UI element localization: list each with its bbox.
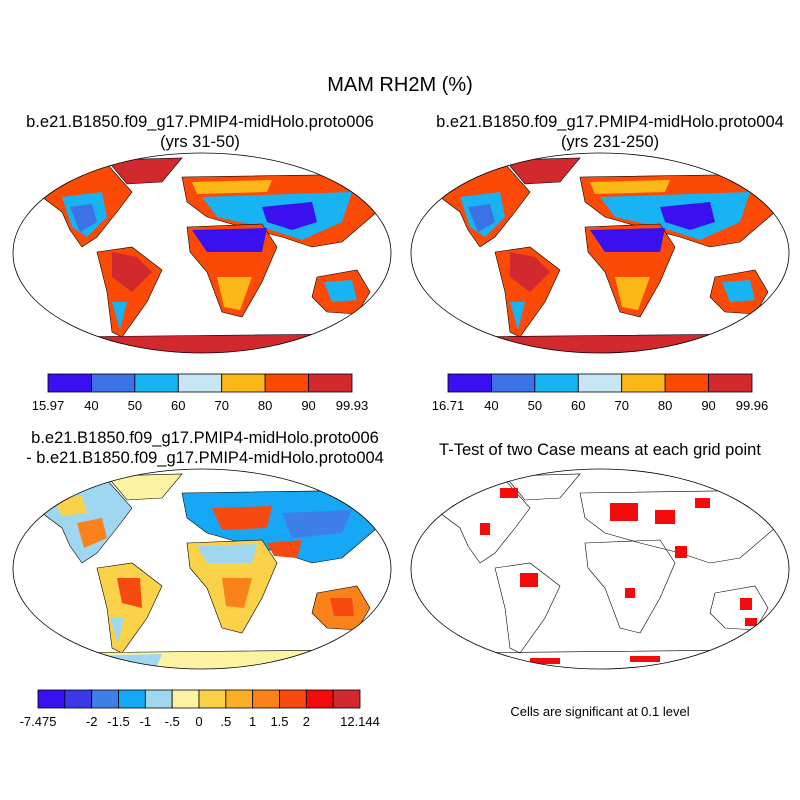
panel2-title: b.e21.B1850.f09_g17.PMIP4-midHolo.proto0… [400,112,800,152]
colorbar-tick-label: 99.96 [736,398,769,413]
panel2-title-line2: (yrs 231-250) [560,133,660,151]
colorbar-tick-label: 40 [84,398,98,413]
panel3-title-line1: b.e21.B1850.f09_g17.PMIP4-midHolo.proto0… [31,429,379,447]
colorbar-tick-label: -2 [86,714,98,729]
panel1-title-line2: (yrs 31-50) [160,133,240,151]
colorbar-swatch [279,689,307,709]
colorbar-swatch [447,373,492,393]
panel1-colorbar: 15.97 40 50 60 70 80 90 99.93 [32,373,369,413]
colorbar-swatch [534,373,579,393]
colorbar-tick-label: -.5 [165,714,180,729]
panel4-title: T-Test of two Case means at each grid po… [439,441,761,459]
colorbar-swatch [177,373,223,393]
panel1-humidity-map [12,152,392,354]
colorbar-swatch [491,373,536,393]
colorbar-swatch [708,373,753,393]
colorbar-tick-label: 12.144 [340,714,380,729]
colorbar-swatch [252,689,280,709]
colorbar-tick-label: .5 [220,714,231,729]
colorbar-tick-label: -7.475 [20,714,57,729]
colorbar-swatch [171,689,200,709]
colorbar-swatch [621,373,666,393]
colorbar-tick-label: 60 [571,398,585,413]
panel2-humidity-map [410,152,790,354]
colorbar-tick-label: 99.93 [336,398,369,413]
colorbar-tick-label: 1.5 [270,714,288,729]
colorbar-tick-label: 90 [301,398,315,413]
colorbar-swatch [332,689,361,709]
colorbar-tick-label: 0 [195,714,202,729]
colorbar-swatch [134,373,179,393]
colorbar-swatch [64,689,93,709]
colorbar-swatch [577,373,623,393]
panel3-title: b.e21.B1850.f09_g17.PMIP4-midHolo.proto0… [0,428,410,468]
colorbar-swatch [144,689,173,709]
panel3-title-line2: - b.e21.B1850.f09_g17.PMIP4-midHolo.prot… [26,449,384,467]
figure-title: MAM RH2M (%) [327,74,473,96]
colorbar-swatch [37,689,66,709]
panel2-colorbar: 16.71 40 50 60 70 80 90 99.96 [432,373,769,413]
panel3-colorbar: -7.475 -2 -1.5 -1 -.5 0 .5 1 1.5 2 12.144 [20,689,380,729]
colorbar-tick-label: 60 [171,398,185,413]
colorbar-tick-label: 80 [258,398,272,413]
colorbar-tick-label: 50 [528,398,542,413]
colorbar-tick-label: 70 [614,398,628,413]
colorbar-swatch [225,689,254,709]
panel3-difference-map [12,468,392,670]
panel1-title-line1: b.e21.B1850.f09_g17.PMIP4-midHolo.proto0… [26,113,374,131]
colorbar-tick-label: 2 [303,714,310,729]
colorbar-swatch [221,373,266,393]
colorbar-tick-label: 90 [701,398,715,413]
colorbar-tick-label: 70 [214,398,228,413]
colorbar-tick-label: -1 [140,714,152,729]
panel4-significance-map [410,468,790,670]
colorbar-tick-label: 50 [128,398,142,413]
colorbar-tick-label: 1 [249,714,256,729]
colorbar-swatch [47,373,92,393]
colorbar-tick-label: 80 [658,398,672,413]
panel2-title-line1: b.e21.B1850.f09_g17.PMIP4-midHolo.proto0… [436,113,784,131]
panel1-title: b.e21.B1850.f09_g17.PMIP4-midHolo.proto0… [0,112,400,152]
colorbar-swatch [264,373,309,393]
colorbar-swatch [118,689,146,709]
colorbar-tick-label: 16.71 [432,398,465,413]
colorbar-swatch [308,373,353,393]
colorbar-swatch [198,689,227,709]
colorbar-swatch [664,373,709,393]
colorbar-swatch [305,689,334,709]
colorbar-tick-label: 15.97 [32,398,65,413]
significance-note: Cells are significant at 0.1 level [510,704,690,719]
colorbar-swatch [91,689,119,709]
colorbar-tick-label: 40 [484,398,498,413]
colorbar-swatch [91,373,136,393]
colorbar-tick-label: -1.5 [107,714,129,729]
